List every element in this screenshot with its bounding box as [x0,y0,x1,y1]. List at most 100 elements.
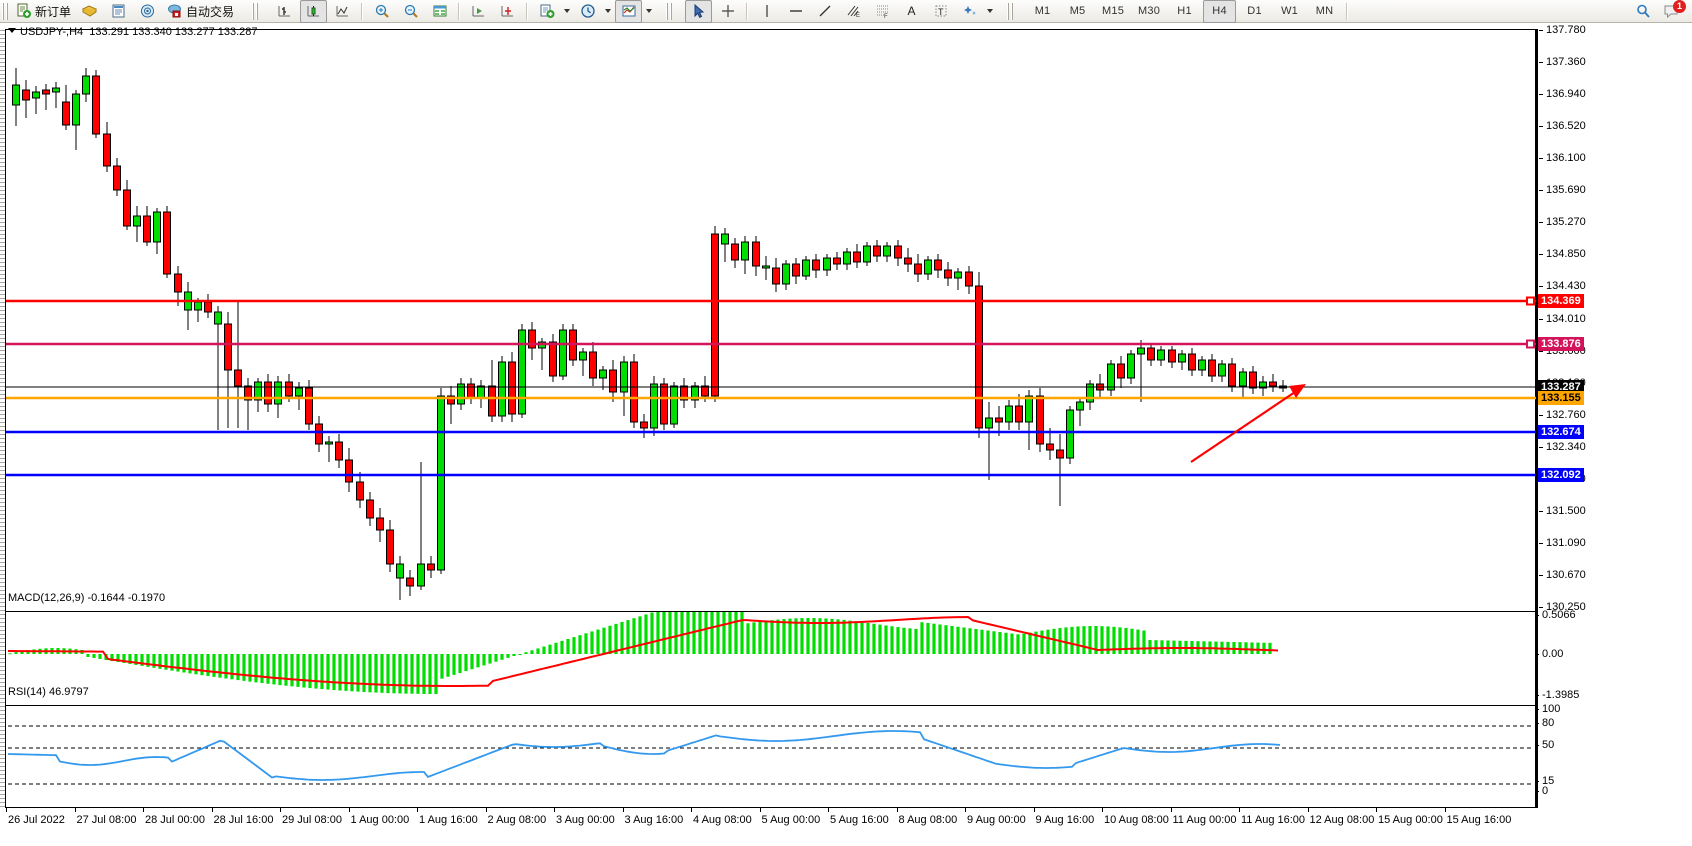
rsi-chart-canvas[interactable] [6,706,1535,807]
candle [924,256,932,280]
timeframe-m1[interactable]: M1 [1026,0,1059,23]
timeframe-mn[interactable]: MN [1308,0,1341,23]
macd-bar [1244,642,1248,654]
timeframe-w1[interactable]: W1 [1273,0,1306,23]
trend-arrow-annotation[interactable] [1190,384,1306,463]
macd-bar [452,654,456,675]
candle [32,86,40,114]
toolbar-grip[interactable] [2,2,9,20]
equidistant-channel-icon[interactable]: E [840,0,867,23]
macd-bar [98,654,102,659]
macd-bar [1112,626,1116,654]
timeframe-m15[interactable]: M15 [1096,0,1130,23]
trend-line-icon[interactable] [811,0,838,23]
toolbar-grip-3[interactable] [656,0,683,23]
macd-bar [1088,626,1092,654]
terminal-button[interactable]: 自动交易 [163,0,237,23]
horizontal-line-icon[interactable] [782,0,809,23]
timeframe-d1[interactable]: D1 [1238,0,1271,23]
market-watch-button[interactable] [76,0,103,23]
macd-bar [620,621,624,654]
price-label-support-1[interactable]: 132.674 [1538,425,1584,439]
time-tick-mark [828,807,829,812]
shapes-icon[interactable] [956,0,983,23]
notifications-icon[interactable]: 1 [1659,0,1686,23]
chart-left-rail [0,29,5,808]
macd-bar [848,620,852,654]
chart-collapse-icon[interactable] [8,28,16,33]
price-tick: 135.270 [1539,216,1586,229]
macd-bar [248,654,252,682]
text-icon[interactable]: A [907,4,916,18]
time-tick-mark [1102,807,1103,812]
macd-bar [1148,640,1152,654]
macd-bar [734,612,738,654]
candlestick-chart-icon[interactable] [300,0,328,23]
new-chart-dropdown-caret[interactable] [564,9,571,13]
macd-bar [182,654,186,673]
macd-bar [950,625,954,654]
grid-icon[interactable] [426,0,453,23]
chart-shift-icon[interactable] [465,0,492,23]
text-label-icon[interactable]: T [927,0,954,23]
indicators-icon[interactable] [615,0,643,23]
candle [660,378,668,430]
fibonacci-icon[interactable]: F [869,0,896,23]
candle [1066,406,1074,464]
timeframe-m15-label: M15 [1102,5,1125,17]
timeframe-h1[interactable]: H1 [1168,0,1201,23]
time-tick: 8 Aug 08:00 [898,814,958,826]
candle [477,380,485,408]
price-label-support-2[interactable]: 132.092 [1538,468,1584,482]
price-line-handle[interactable] [1526,296,1535,306]
macd-bar [116,654,120,662]
macd-bar [398,654,402,694]
period-dropdown-caret[interactable] [605,9,612,13]
search-icon[interactable] [1630,0,1657,23]
price-label-resistance-2[interactable]: 133.876 [1538,337,1584,351]
candle [549,334,557,382]
navigator-button[interactable] [134,0,161,23]
macd-chart-canvas[interactable] [6,612,1535,707]
macd-bar [698,612,702,654]
data-window-button[interactable] [105,0,132,23]
price-label-current-price[interactable]: 133.287 [1538,380,1584,394]
candle [335,434,343,468]
timeframe-m30[interactable]: M30 [1132,0,1166,23]
candle [315,416,323,452]
price-label-resistance-1[interactable]: 134.369 [1538,294,1584,308]
macd-bar [524,652,528,654]
line-chart-icon[interactable] [329,0,356,23]
indicators-dropdown-caret[interactable] [646,9,653,13]
time-tick: 5 Aug 00:00 [761,814,821,826]
period-clock-icon[interactable] [574,0,601,23]
new-order-button[interactable]: 新订单 [13,0,74,23]
price-chart-canvas[interactable] [6,30,1537,615]
time-tick-mark [554,807,555,812]
timeframe-h4[interactable]: H4 [1203,0,1237,23]
price-label-pivot[interactable]: 133.155 [1538,391,1584,405]
zoom-out-icon[interactable] [397,0,424,23]
price-line-handle[interactable] [1526,339,1535,349]
auto-scroll-icon[interactable] [494,0,521,23]
zoom-in-icon[interactable] [368,0,395,23]
crosshair-icon[interactable] [714,0,741,23]
price-tick: 136.100 [1539,152,1586,165]
bar-chart-icon[interactable] [271,0,298,23]
macd-header: MACD(12,26,9) -0.1644 -0.1970 [8,592,166,604]
vertical-line-icon[interactable] [753,0,780,23]
toolbar-grip-4[interactable] [997,0,1024,23]
time-tick-mark [1444,807,1446,812]
chart-area[interactable]: USDJPY-,H4 133.291 133.340 133.277 133.2… [0,23,1692,846]
new-chart-icon[interactable] [533,0,560,23]
shapes-dropdown-caret[interactable] [987,9,994,13]
timeframe-m5[interactable]: M5 [1061,0,1094,23]
macd-bar [308,654,312,689]
auto-trading-label: 自动交易 [186,4,235,19]
macd-bar [1064,627,1068,654]
price-tick: 136.940 [1539,88,1586,101]
cursor-icon[interactable] [685,0,713,23]
time-tick-mark [1033,807,1035,812]
timeframe-h4-label: H4 [1212,5,1227,17]
toolbar-grip-2[interactable] [242,0,269,23]
